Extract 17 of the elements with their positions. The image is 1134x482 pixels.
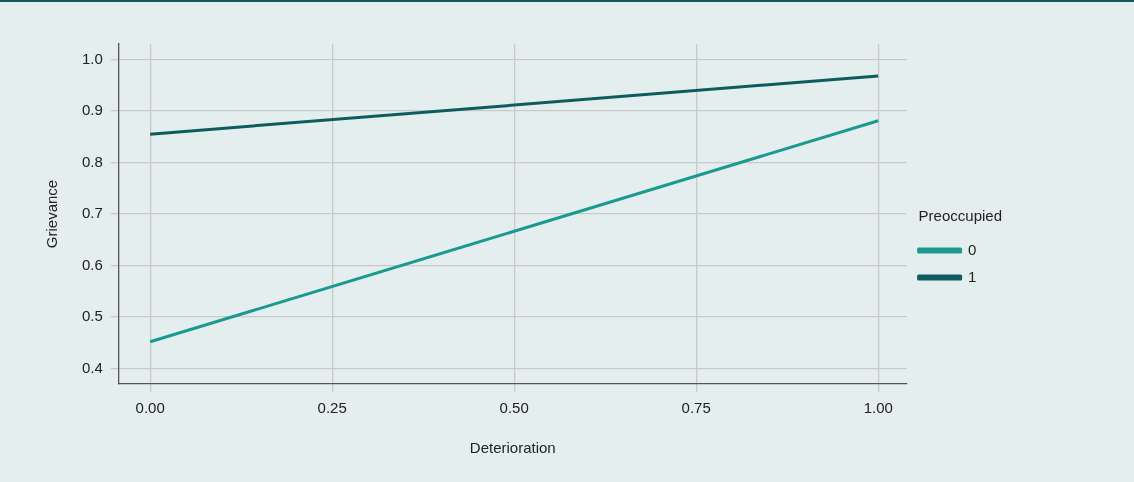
legend-label: 0 [968,240,977,258]
y-tick-label: 0.7 [81,204,103,222]
y-tick-label: 0.6 [81,255,103,273]
y-tick-label: 1.0 [81,49,103,67]
x-tick-label: 0.75 [681,399,711,417]
x-axis-title: Deterioration [469,439,556,457]
legend-label: 1 [968,267,977,285]
y-tick-label: 0.5 [81,307,103,325]
y-tick-label: 0.4 [81,358,103,376]
y-tick-label: 0.9 [81,101,103,119]
legend-title: Preoccupied [918,206,1002,224]
x-tick-label: 0.25 [317,399,347,417]
y-tick-label: 0.8 [81,152,103,170]
x-tick-label: 0.50 [499,399,529,417]
x-tick-label: 1.00 [863,399,893,417]
x-tick-label: 0.00 [135,399,165,417]
y-axis-title: Grievance [43,179,61,249]
